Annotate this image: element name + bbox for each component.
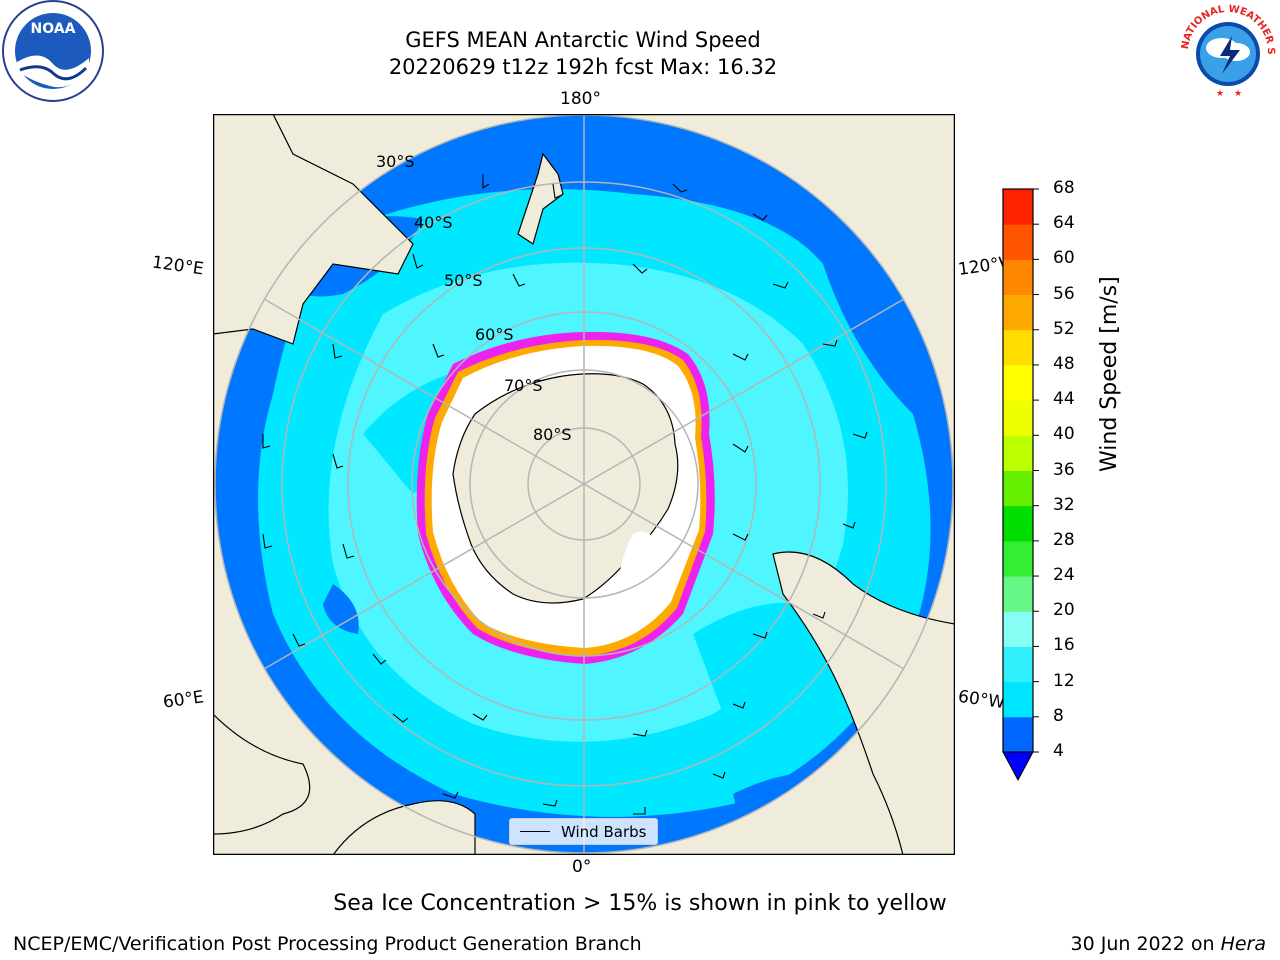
- svg-text:NOAA: NOAA: [31, 21, 76, 37]
- colorbar-tick-label: 60: [1053, 248, 1075, 269]
- colorbar: [1002, 188, 1039, 782]
- colorbar-tick-label: 12: [1053, 670, 1075, 691]
- polar-map: [213, 114, 955, 855]
- footer-date-text: 30 Jun 2022 on: [1070, 933, 1215, 955]
- colorbar-tick-label: 40: [1053, 424, 1075, 445]
- footer-host: Hera: [1220, 933, 1266, 955]
- lat-label-50s: 50°S: [444, 271, 483, 290]
- colorbar-tick-label: 32: [1053, 494, 1075, 515]
- colorbar-tick-label: 68: [1053, 178, 1075, 198]
- footer-credit: NCEP/EMC/Verification Post Processing Pr…: [13, 933, 642, 955]
- colorbar-segment: [1003, 646, 1033, 683]
- colorbar-under-arrow: [1002, 751, 1034, 782]
- africa: [332, 800, 476, 855]
- wind-barbs: [262, 174, 868, 815]
- svg-text:★: ★: [1216, 89, 1224, 99]
- noaa-logo: NOAA: [2, 0, 104, 102]
- colorbar-tick-label: 52: [1053, 318, 1075, 339]
- footer-date: 30 Jun 2022 on Hera: [1071, 933, 1267, 955]
- colorbar-segment: [1003, 611, 1033, 647]
- graticule: [214, 114, 954, 854]
- colorbar-segment: [1003, 329, 1033, 366]
- colorbar-tick-label: 44: [1053, 389, 1075, 410]
- lon-label-120e: 120°E: [150, 252, 205, 280]
- colorbar-tick-label: 64: [1053, 213, 1075, 234]
- lat-label-40s: 40°S: [414, 213, 453, 232]
- australia: [213, 114, 414, 345]
- lat-label-70s: 70°S: [504, 376, 543, 395]
- colorbar-segment: [1003, 716, 1033, 753]
- colorbar-tick-label: 48: [1053, 353, 1075, 374]
- colorbar-tick-label: 56: [1053, 283, 1075, 304]
- colorbar-segment: [1003, 224, 1033, 260]
- map-title: GEFS MEAN Antarctic Wind Speed: [405, 28, 761, 52]
- colorbar-tick-label: 36: [1053, 459, 1075, 480]
- lat-label-60s: 60°S: [475, 325, 514, 344]
- colorbar-segment: [1003, 364, 1033, 401]
- map-legend: Wind Barbs: [509, 818, 658, 845]
- colorbar-segment: [1003, 576, 1033, 612]
- colorbar-tick-label: 16: [1053, 635, 1075, 656]
- south-america: [772, 551, 955, 855]
- colorbar-tick-label: 20: [1053, 600, 1075, 621]
- legend-line-swatch: [520, 831, 550, 832]
- lon-label-60e: 60°E: [161, 687, 206, 713]
- colorbar-segment: [1003, 470, 1033, 507]
- lat-label-80s: 80°S: [533, 425, 572, 444]
- lon-label-0: 0°: [572, 857, 592, 877]
- colorbar-tick-label: 8: [1053, 705, 1064, 726]
- colorbar-tick-label: 28: [1053, 529, 1075, 550]
- colorbar-label: Wind Speed [m/s]: [1097, 276, 1122, 472]
- madagascar-region: [213, 713, 311, 835]
- new-zealand: [517, 152, 564, 245]
- colorbar-segment: [1003, 505, 1033, 542]
- legend-label: Wind Barbs: [561, 823, 647, 841]
- colorbar-tick-label: 4: [1053, 741, 1064, 761]
- colorbar-segment: [1003, 681, 1033, 718]
- colorbar-segment: [1003, 294, 1033, 331]
- colorbar-segment: [1003, 435, 1033, 471]
- map-subtitle: 20220629 t12z 192h fcst Max: 16.32: [388, 55, 778, 79]
- lon-label-180: 180°: [560, 89, 601, 109]
- nws-logo: NATIONAL WEATHER SERVICE ★ ★: [1176, 0, 1277, 101]
- colorbar-segment: [1003, 400, 1033, 436]
- colorbar-segment: [1003, 259, 1033, 296]
- colorbar-segment: [1003, 189, 1033, 225]
- lat-label-30s: 30°S: [376, 152, 415, 171]
- map-frame: [213, 114, 955, 855]
- svg-text:★: ★: [1234, 89, 1242, 99]
- sea-ice-caption: Sea Ice Concentration > 15% is shown in …: [333, 891, 947, 916]
- colorbar-segment: [1003, 540, 1033, 577]
- colorbar-tick-label: 24: [1053, 565, 1075, 586]
